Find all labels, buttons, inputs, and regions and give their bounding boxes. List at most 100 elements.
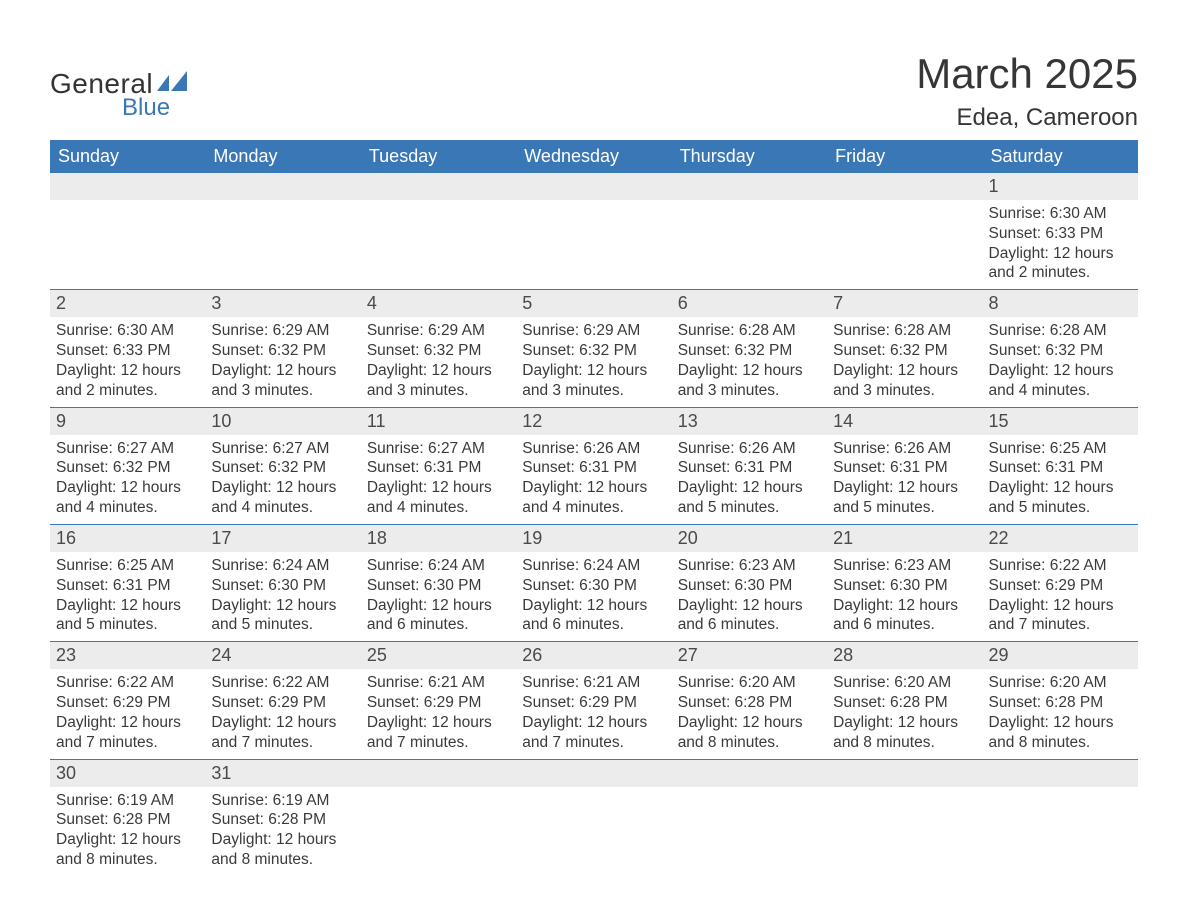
daylight-line: Daylight: 12 hours and 7 minutes. [989,596,1132,636]
day-body: Sunrise: 6:21 AMSunset: 6:29 PMDaylight:… [361,669,516,758]
calendar-cell: 4Sunrise: 6:29 AMSunset: 6:32 PMDaylight… [361,290,516,407]
sunset-line: Sunset: 6:30 PM [522,576,665,596]
day-number: 31 [205,760,360,787]
weekday-header: Sunday [50,140,205,173]
day-body: Sunrise: 6:30 AMSunset: 6:33 PMDaylight:… [983,200,1138,289]
day-number [361,173,516,200]
sunrise-line: Sunrise: 6:26 AM [678,439,821,459]
weekday-header: Monday [205,140,360,173]
sunrise-line: Sunrise: 6:30 AM [56,321,199,341]
day-number: 21 [827,525,982,552]
calendar-cell: 5Sunrise: 6:29 AMSunset: 6:32 PMDaylight… [516,290,671,407]
weekday-header: Thursday [672,140,827,173]
sunset-line: Sunset: 6:32 PM [367,341,510,361]
sunrise-line: Sunrise: 6:28 AM [989,321,1132,341]
day-body [361,787,516,865]
calendar-cell [516,759,671,876]
daylight-line: Daylight: 12 hours and 4 minutes. [367,478,510,518]
sunset-line: Sunset: 6:31 PM [522,458,665,478]
day-number: 9 [50,408,205,435]
day-number [516,173,671,200]
sunrise-line: Sunrise: 6:21 AM [367,673,510,693]
day-number: 19 [516,525,671,552]
daylight-line: Daylight: 12 hours and 5 minutes. [833,478,976,518]
sunrise-line: Sunrise: 6:26 AM [833,439,976,459]
calendar-cell [827,759,982,876]
daylight-line: Daylight: 12 hours and 6 minutes. [367,596,510,636]
day-number: 22 [983,525,1138,552]
calendar-cell: 17Sunrise: 6:24 AMSunset: 6:30 PMDayligh… [205,524,360,641]
sunrise-line: Sunrise: 6:22 AM [56,673,199,693]
calendar-cell [361,173,516,290]
day-body [672,787,827,865]
calendar-cell: 27Sunrise: 6:20 AMSunset: 6:28 PMDayligh… [672,642,827,759]
day-body: Sunrise: 6:24 AMSunset: 6:30 PMDaylight:… [205,552,360,641]
day-body: Sunrise: 6:23 AMSunset: 6:30 PMDaylight:… [672,552,827,641]
calendar-cell [50,173,205,290]
calendar-cell: 24Sunrise: 6:22 AMSunset: 6:29 PMDayligh… [205,642,360,759]
daylight-line: Daylight: 12 hours and 3 minutes. [678,361,821,401]
location-label: Edea, Cameroon [916,104,1138,132]
calendar-cell: 6Sunrise: 6:28 AMSunset: 6:32 PMDaylight… [672,290,827,407]
sunrise-line: Sunrise: 6:24 AM [211,556,354,576]
day-body [361,200,516,278]
sunset-line: Sunset: 6:31 PM [678,458,821,478]
daylight-line: Daylight: 12 hours and 8 minutes. [678,713,821,753]
daylight-line: Daylight: 12 hours and 4 minutes. [211,478,354,518]
weekday-header: Friday [827,140,982,173]
sunset-line: Sunset: 6:33 PM [56,341,199,361]
daylight-line: Daylight: 12 hours and 6 minutes. [522,596,665,636]
day-body: Sunrise: 6:28 AMSunset: 6:32 PMDaylight:… [983,317,1138,406]
top-bar: General Blue March 2025 Edea, Cameroon [50,50,1138,132]
day-body: Sunrise: 6:29 AMSunset: 6:32 PMDaylight:… [361,317,516,406]
sunset-line: Sunset: 6:30 PM [367,576,510,596]
sunset-line: Sunset: 6:30 PM [678,576,821,596]
day-number: 13 [672,408,827,435]
weekday-header-row: SundayMondayTuesdayWednesdayThursdayFrid… [50,140,1138,173]
calendar-cell: 23Sunrise: 6:22 AMSunset: 6:29 PMDayligh… [50,642,205,759]
daylight-line: Daylight: 12 hours and 5 minutes. [211,596,354,636]
calendar-cell: 29Sunrise: 6:20 AMSunset: 6:28 PMDayligh… [983,642,1138,759]
day-body: Sunrise: 6:26 AMSunset: 6:31 PMDaylight:… [827,435,982,524]
calendar-cell: 21Sunrise: 6:23 AMSunset: 6:30 PMDayligh… [827,524,982,641]
day-body: Sunrise: 6:29 AMSunset: 6:32 PMDaylight:… [516,317,671,406]
sunset-line: Sunset: 6:31 PM [989,458,1132,478]
daylight-line: Daylight: 12 hours and 6 minutes. [833,596,976,636]
day-number [983,760,1138,787]
sunset-line: Sunset: 6:29 PM [522,693,665,713]
daylight-line: Daylight: 12 hours and 2 minutes. [989,244,1132,284]
day-body: Sunrise: 6:26 AMSunset: 6:31 PMDaylight:… [516,435,671,524]
sunset-line: Sunset: 6:32 PM [56,458,199,478]
day-number: 29 [983,642,1138,669]
daylight-line: Daylight: 12 hours and 8 minutes. [56,830,199,870]
sunset-line: Sunset: 6:28 PM [833,693,976,713]
calendar-cell: 14Sunrise: 6:26 AMSunset: 6:31 PMDayligh… [827,407,982,524]
daylight-line: Daylight: 12 hours and 8 minutes. [989,713,1132,753]
daylight-line: Daylight: 12 hours and 3 minutes. [833,361,976,401]
calendar-cell: 10Sunrise: 6:27 AMSunset: 6:32 PMDayligh… [205,407,360,524]
daylight-line: Daylight: 12 hours and 4 minutes. [522,478,665,518]
day-number: 26 [516,642,671,669]
day-number: 5 [516,290,671,317]
calendar-cell: 31Sunrise: 6:19 AMSunset: 6:28 PMDayligh… [205,759,360,876]
sunset-line: Sunset: 6:28 PM [989,693,1132,713]
day-number: 17 [205,525,360,552]
brand-logo: General Blue [50,50,187,122]
daylight-line: Daylight: 12 hours and 7 minutes. [522,713,665,753]
sunrise-line: Sunrise: 6:23 AM [833,556,976,576]
calendar-cell [361,759,516,876]
day-body [827,787,982,865]
day-body: Sunrise: 6:30 AMSunset: 6:33 PMDaylight:… [50,317,205,406]
daylight-line: Daylight: 12 hours and 5 minutes. [989,478,1132,518]
sunrise-line: Sunrise: 6:27 AM [211,439,354,459]
day-number: 30 [50,760,205,787]
daylight-line: Daylight: 12 hours and 8 minutes. [211,830,354,870]
day-body: Sunrise: 6:25 AMSunset: 6:31 PMDaylight:… [983,435,1138,524]
weekday-header: Wednesday [516,140,671,173]
day-number: 25 [361,642,516,669]
day-body: Sunrise: 6:20 AMSunset: 6:28 PMDaylight:… [983,669,1138,758]
day-body: Sunrise: 6:19 AMSunset: 6:28 PMDaylight:… [205,787,360,876]
day-number: 8 [983,290,1138,317]
calendar-row: 1Sunrise: 6:30 AMSunset: 6:33 PMDaylight… [50,173,1138,290]
day-number [827,173,982,200]
